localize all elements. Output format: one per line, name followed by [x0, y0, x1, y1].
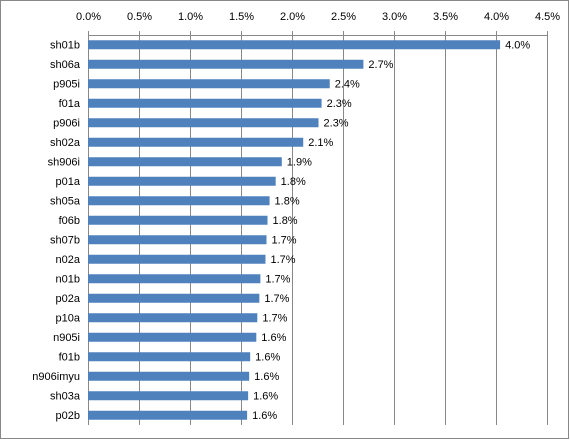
y-tick-label: p01a [56, 176, 81, 188]
bar [88, 79, 330, 89]
x-tick-label: 4.0% [484, 11, 509, 23]
bar [88, 332, 257, 342]
y-tick-label: sh906i [48, 157, 80, 169]
bar [88, 157, 282, 167]
data-label: 2.3% [324, 118, 349, 130]
bar [88, 371, 250, 381]
data-label: 1.9% [287, 157, 312, 169]
data-label: 4.0% [505, 40, 530, 52]
bar [88, 293, 260, 303]
bar [88, 410, 248, 420]
bar [88, 274, 261, 284]
bar [88, 176, 276, 186]
data-label: 2.3% [327, 98, 352, 110]
bar [88, 352, 251, 362]
x-tick-label: 0.5% [127, 11, 152, 23]
y-tick-label: sh06a [50, 59, 81, 71]
y-tick-label: sh07b [50, 235, 80, 247]
x-tick-label: 0.0% [76, 11, 101, 23]
data-label: 1.8% [273, 215, 298, 227]
data-label: 1.7% [265, 274, 290, 286]
data-label: 1.6% [253, 391, 278, 403]
y-tick-label: sh01b [50, 40, 80, 52]
bar [88, 98, 322, 108]
data-label: 1.6% [252, 410, 277, 422]
x-tick-label: 2.5% [331, 11, 356, 23]
data-label: 1.7% [262, 313, 287, 325]
bar [88, 235, 267, 245]
x-tick-label: 1.5% [229, 11, 254, 23]
y-tick-label: f06b [59, 215, 80, 227]
data-label: 2.4% [335, 79, 360, 91]
x-tick-label: 3.0% [382, 11, 407, 23]
bar [88, 40, 501, 50]
y-tick-label: p10a [56, 313, 81, 325]
y-tick-label: sh03a [50, 391, 81, 403]
data-label: 1.7% [264, 293, 289, 305]
y-tick-label: p02a [56, 293, 81, 305]
x-tick-label: 2.0% [280, 11, 305, 23]
data-label: 2.7% [368, 59, 393, 71]
y-tick-label: n01b [56, 274, 80, 286]
x-tick-label: 4.5% [535, 11, 560, 23]
y-tick-label: p02b [56, 410, 80, 422]
y-tick-label: n905i [53, 332, 80, 344]
data-label: 1.7% [272, 235, 297, 247]
x-tick-label: 1.0% [178, 11, 203, 23]
x-tick-label: 3.5% [433, 11, 458, 23]
bar [88, 215, 268, 225]
bar [88, 196, 270, 206]
y-tick-label: f01a [59, 98, 81, 110]
y-tick-label: n906imyu [32, 371, 80, 383]
y-tick-label: sh02a [50, 137, 81, 149]
bar [88, 59, 364, 69]
data-label: 1.7% [270, 254, 295, 266]
y-tick-label: f01b [59, 352, 80, 364]
y-tick-label: n02a [56, 254, 81, 266]
bar [88, 137, 304, 147]
data-label: 1.6% [255, 352, 280, 364]
bar [88, 254, 266, 264]
y-tick-label: sh05a [50, 196, 81, 208]
data-label: 1.8% [281, 176, 306, 188]
data-label: 2.1% [308, 137, 333, 149]
bar [88, 118, 319, 128]
data-label: 1.6% [261, 332, 286, 344]
bar [88, 391, 249, 401]
data-label: 1.8% [275, 196, 300, 208]
y-tick-label: p905i [53, 79, 80, 91]
data-label: 1.6% [254, 371, 279, 383]
bar [88, 313, 258, 323]
y-tick-label: p906i [53, 118, 80, 130]
